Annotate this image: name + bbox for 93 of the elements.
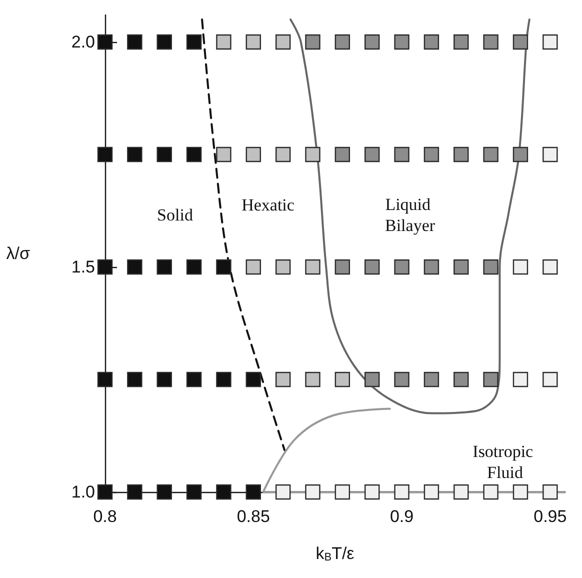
- x-tick-label: 0.9: [390, 507, 414, 526]
- point: [246, 484, 261, 500]
- point: [216, 484, 232, 500]
- point: [454, 372, 469, 388]
- point: [483, 484, 498, 500]
- y-tick-label: 2.0: [71, 32, 95, 52]
- point: [542, 372, 558, 388]
- point: [542, 484, 558, 500]
- point: [186, 484, 202, 500]
- point: [305, 372, 320, 388]
- y-axis-title: λ/σ: [6, 244, 31, 263]
- point: [542, 259, 558, 275]
- point: [186, 146, 202, 162]
- point: [97, 146, 113, 162]
- point: [246, 372, 261, 388]
- point: [186, 372, 202, 388]
- point: [424, 484, 440, 500]
- x-tick-label: 0.8: [93, 507, 117, 526]
- point: [542, 34, 558, 50]
- x-tick-label: 0.95: [534, 507, 567, 526]
- point: [512, 484, 528, 500]
- point: [424, 259, 440, 275]
- point: [483, 34, 498, 50]
- point: [334, 372, 350, 388]
- point: [334, 484, 350, 500]
- point: [97, 34, 113, 50]
- point: [364, 34, 380, 50]
- point: [512, 372, 528, 388]
- point: [275, 484, 291, 500]
- point: [275, 146, 291, 162]
- point: [424, 372, 440, 388]
- point: [127, 259, 142, 275]
- x-tick-label: 0.85: [236, 507, 270, 526]
- point: [216, 146, 232, 162]
- point: [275, 259, 291, 275]
- annotation: Liquid Bilayer: [384, 195, 436, 235]
- point: [275, 34, 291, 50]
- point: [127, 34, 142, 50]
- point: [364, 259, 380, 275]
- annotation: Hexatic: [242, 196, 295, 214]
- point: [394, 34, 410, 50]
- point: [454, 146, 469, 162]
- point: [305, 484, 320, 500]
- y-tick-label: 1.5: [71, 258, 95, 276]
- line-series: [262, 408, 566, 493]
- point: [394, 146, 410, 162]
- point: [305, 34, 320, 50]
- point: [216, 372, 232, 388]
- point: [483, 146, 498, 162]
- point: [394, 259, 410, 275]
- point: [186, 259, 202, 275]
- point: [334, 34, 350, 50]
- annotation: Solid: [157, 206, 194, 224]
- point: [364, 484, 380, 500]
- point: [216, 259, 232, 275]
- point: [424, 34, 440, 50]
- point: [483, 259, 498, 275]
- y-tick-label: 1.0: [71, 482, 95, 502]
- point: [512, 34, 528, 50]
- point: [275, 372, 291, 388]
- point: [246, 146, 261, 162]
- point: [512, 259, 528, 275]
- point: [394, 372, 410, 388]
- point: [156, 259, 172, 275]
- point: [127, 484, 142, 500]
- point: [97, 372, 113, 388]
- point: [305, 259, 320, 275]
- point: [305, 146, 320, 162]
- point: [512, 146, 528, 162]
- point: [424, 146, 440, 162]
- point: [454, 484, 469, 500]
- point: [97, 259, 113, 275]
- point: [483, 372, 498, 388]
- point: [246, 259, 261, 275]
- point: [394, 484, 410, 500]
- point: [216, 34, 232, 50]
- point: [97, 484, 113, 500]
- point: [156, 34, 172, 50]
- point: [186, 34, 202, 50]
- annotation: Isotropic Fluid: [472, 442, 538, 482]
- point: [156, 484, 172, 500]
- point: [364, 146, 380, 162]
- point: [334, 146, 350, 162]
- point: [364, 372, 380, 388]
- point: [334, 259, 350, 275]
- point: [246, 34, 261, 50]
- point: [454, 34, 469, 50]
- point: [127, 372, 142, 388]
- point: [156, 372, 172, 388]
- point: [542, 146, 558, 162]
- point: [454, 259, 469, 275]
- point: [127, 146, 142, 162]
- point: [156, 146, 172, 162]
